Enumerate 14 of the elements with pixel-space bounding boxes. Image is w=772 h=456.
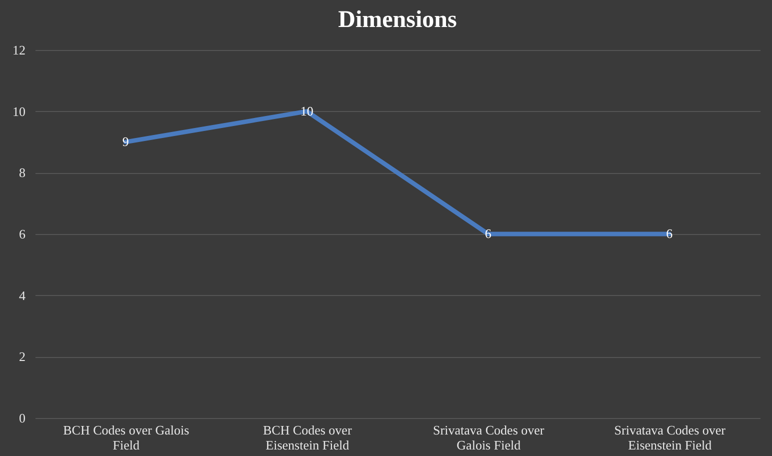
data-label: 6 [666,226,674,241]
y-tick-label: 12 [12,42,26,58]
x-tick-label: BCH Codes over Galois Field [63,422,190,452]
y-tick-label: 4 [19,288,26,303]
data-label: 9 [122,134,129,149]
x-tick-label: Srivatava Codes over Eisenstein Field [614,422,726,452]
x-tick-label: Srivatava Codes over Galois Field [433,422,545,452]
y-tick-label: 2 [19,349,26,364]
chart-title: Dimensions [338,7,457,33]
y-tick-label: 10 [12,104,26,119]
y-tick-label: 6 [19,226,26,242]
y-tick-label: 0 [19,410,26,426]
y-tick-label: 8 [19,165,26,180]
x-tick-label: BCH Codes over Eisenstein Field [262,422,352,452]
